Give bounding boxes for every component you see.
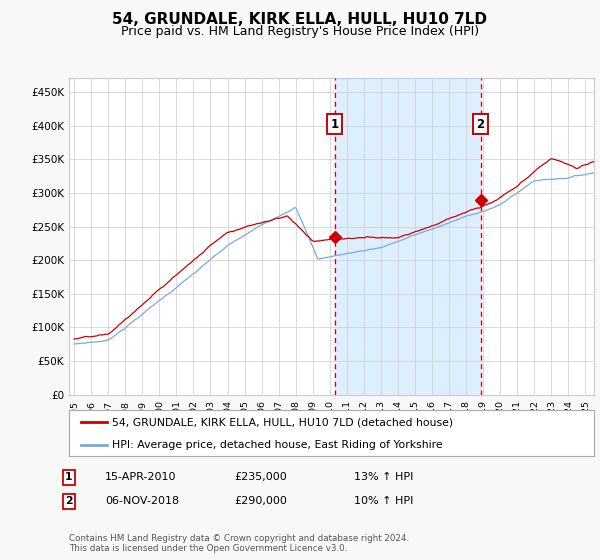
Text: 15-APR-2010: 15-APR-2010 xyxy=(105,472,176,482)
Text: 1: 1 xyxy=(65,472,73,482)
Bar xyxy=(335,78,481,395)
Text: 2: 2 xyxy=(476,118,485,131)
Text: 06-NOV-2018: 06-NOV-2018 xyxy=(105,496,179,506)
Text: 54, GRUNDALE, KIRK ELLA, HULL, HU10 7LD (detached house): 54, GRUNDALE, KIRK ELLA, HULL, HU10 7LD … xyxy=(112,417,453,427)
Text: 10% ↑ HPI: 10% ↑ HPI xyxy=(354,496,413,506)
Text: 54, GRUNDALE, KIRK ELLA, HULL, HU10 7LD: 54, GRUNDALE, KIRK ELLA, HULL, HU10 7LD xyxy=(113,12,487,27)
Text: £290,000: £290,000 xyxy=(234,496,287,506)
Text: HPI: Average price, detached house, East Riding of Yorkshire: HPI: Average price, detached house, East… xyxy=(112,440,443,450)
Text: 13% ↑ HPI: 13% ↑ HPI xyxy=(354,472,413,482)
Text: 1: 1 xyxy=(331,118,339,131)
Text: £235,000: £235,000 xyxy=(234,472,287,482)
Text: Price paid vs. HM Land Registry's House Price Index (HPI): Price paid vs. HM Land Registry's House … xyxy=(121,25,479,38)
Text: 2: 2 xyxy=(65,496,73,506)
Text: Contains HM Land Registry data © Crown copyright and database right 2024.
This d: Contains HM Land Registry data © Crown c… xyxy=(69,534,409,553)
